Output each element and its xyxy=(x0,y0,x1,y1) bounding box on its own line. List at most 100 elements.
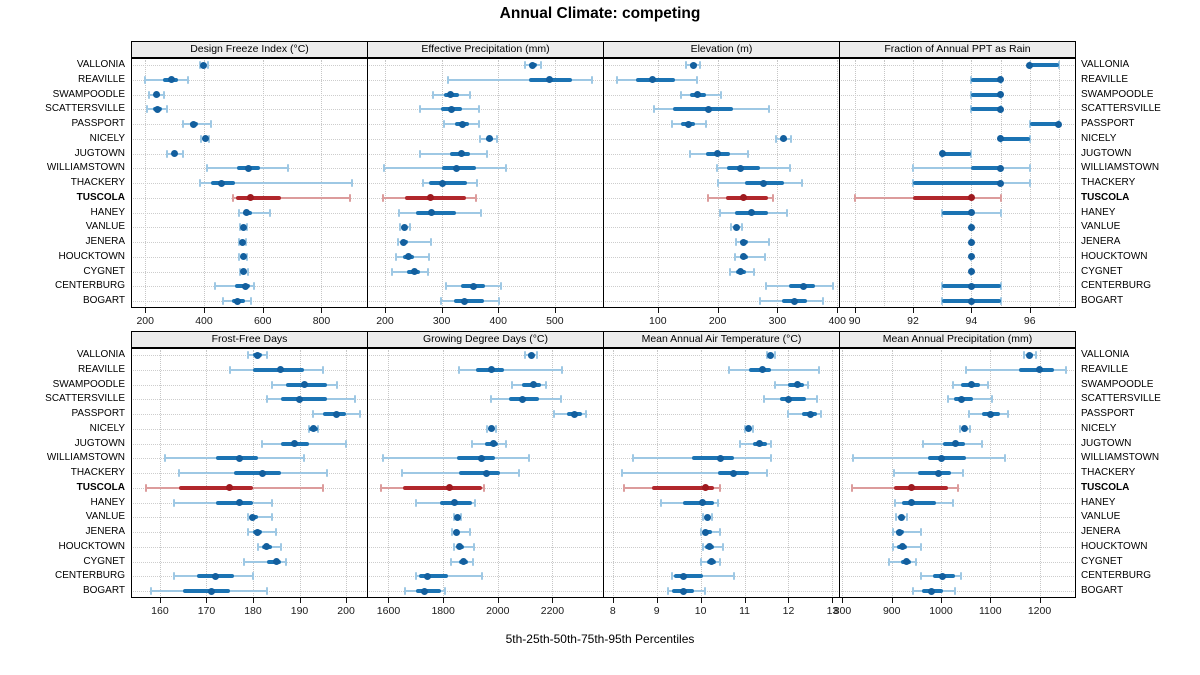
median-dot xyxy=(254,351,262,359)
whisker-cap-left xyxy=(261,439,264,448)
median-dot xyxy=(961,425,969,433)
whisker-cap-right xyxy=(999,297,1002,305)
x-axis-tick xyxy=(1029,308,1031,313)
percentile-25-75-bar xyxy=(942,210,972,215)
whisker-cap-left xyxy=(485,424,488,433)
whisker-cap-right xyxy=(560,395,563,404)
median-dot xyxy=(487,425,495,433)
row-guide-line xyxy=(133,443,366,445)
median-dot xyxy=(967,194,975,202)
whisker-cap-right xyxy=(321,483,324,492)
percentile-5-95-whisker xyxy=(729,368,820,371)
whisker-cap-right xyxy=(166,105,169,114)
panel-strip: Design Freeze Index (°C) xyxy=(131,41,368,58)
row-label-right: VALLONIA xyxy=(1081,349,1130,360)
row-guide-line xyxy=(369,384,602,386)
whisker-cap-right xyxy=(752,424,755,433)
row-guide-line xyxy=(605,79,838,81)
panel-strip: Elevation (m) xyxy=(603,41,840,58)
row-guide-line xyxy=(369,561,602,563)
whisker-cap-right xyxy=(1006,410,1009,418)
row-label-right: TUSCOLA xyxy=(1081,481,1130,493)
x-axis-tick-label: 180 xyxy=(244,605,262,617)
median-dot xyxy=(263,543,271,551)
row-guide-line xyxy=(605,124,838,125)
row-guide-line xyxy=(841,546,1074,548)
row-guide-line xyxy=(133,414,366,415)
row-guide-line xyxy=(133,384,366,386)
row-guide-line xyxy=(369,502,602,504)
row-label-left: PASSPORT xyxy=(71,408,125,419)
row-guide-line xyxy=(369,414,602,415)
x-axis-tick xyxy=(252,598,254,603)
percentile-25-75-bar xyxy=(691,456,734,461)
row-label-right: TUSCOLA xyxy=(1081,191,1130,203)
percentile-25-75-bar xyxy=(234,471,281,475)
whisker-cap-right xyxy=(499,282,502,291)
percentile-5-95-whisker xyxy=(734,255,765,258)
median-dot xyxy=(333,410,341,418)
x-axis-tick-label: 400 xyxy=(195,315,213,327)
row-guide-line xyxy=(369,124,602,125)
whisker-cap-left xyxy=(451,528,454,536)
median-dot xyxy=(737,164,745,172)
x-axis-tick xyxy=(346,598,348,603)
median-dot xyxy=(648,76,656,84)
whisker-cap-right xyxy=(163,90,166,99)
whisker-cap-left xyxy=(490,395,493,404)
median-dot xyxy=(243,209,251,216)
row-label-right: WILLIAMSTOWN xyxy=(1081,452,1160,464)
x-axis-tick xyxy=(744,598,746,603)
row-guide-line xyxy=(841,65,1074,66)
percentile-25-75-bar xyxy=(971,107,1001,112)
whisker-cap-left xyxy=(247,528,250,536)
whisker-cap-right xyxy=(914,557,917,566)
median-dot xyxy=(447,91,455,98)
median-dot xyxy=(207,587,215,595)
median-dot xyxy=(277,366,285,374)
panel-plot xyxy=(367,58,604,308)
whisker-cap-left xyxy=(431,90,434,99)
percentile-25-75-bar xyxy=(415,210,457,215)
percentile-25-75-bar xyxy=(971,77,1001,82)
median-dot xyxy=(733,223,741,231)
median-dot xyxy=(400,223,408,231)
percentile-25-75-bar xyxy=(779,397,807,402)
row-label-left: WILLIAMSTOWN xyxy=(46,452,125,464)
median-dot xyxy=(739,253,747,261)
median-dot xyxy=(957,395,965,403)
figure-title: Annual Climate: competing xyxy=(499,5,701,22)
x-axis-tick-label: 170 xyxy=(197,605,216,617)
row-label-right: JENERA xyxy=(1081,526,1121,537)
median-dot xyxy=(244,164,252,172)
whisker-cap-right xyxy=(769,439,772,448)
whisker-cap-right xyxy=(269,208,272,217)
whisker-cap-left xyxy=(382,454,385,463)
x-axis-tick-label: 9 xyxy=(653,605,660,617)
percentile-25-75-bar xyxy=(893,485,948,490)
row-label-left: CYGNET xyxy=(83,265,125,277)
x-axis-tick xyxy=(262,308,264,313)
row-label-right: NICELY xyxy=(1081,132,1117,144)
percentile-25-75-bar xyxy=(178,485,253,490)
whisker-cap-left xyxy=(414,498,417,507)
row-guide-line xyxy=(841,256,1074,258)
row-guide-line xyxy=(605,517,838,519)
whisker-cap-left xyxy=(422,179,425,187)
row-guide-line xyxy=(133,256,366,258)
median-dot xyxy=(450,499,458,506)
whisker-cap-right xyxy=(479,208,482,217)
percentile-25-75-bar xyxy=(453,299,485,303)
whisker-cap-left xyxy=(237,238,240,246)
whisker-cap-right xyxy=(246,267,249,276)
x-axis-tick xyxy=(203,308,205,313)
median-dot xyxy=(469,282,477,290)
x-axis-tick xyxy=(321,308,323,313)
whisker-cap-left xyxy=(716,164,718,173)
median-dot xyxy=(258,469,266,477)
whisker-cap-left xyxy=(524,351,527,359)
median-dot xyxy=(938,150,946,157)
whisker-cap-right xyxy=(772,193,775,202)
row-guide-line xyxy=(133,109,366,111)
x-axis-tick-label: 2200 xyxy=(540,605,565,617)
